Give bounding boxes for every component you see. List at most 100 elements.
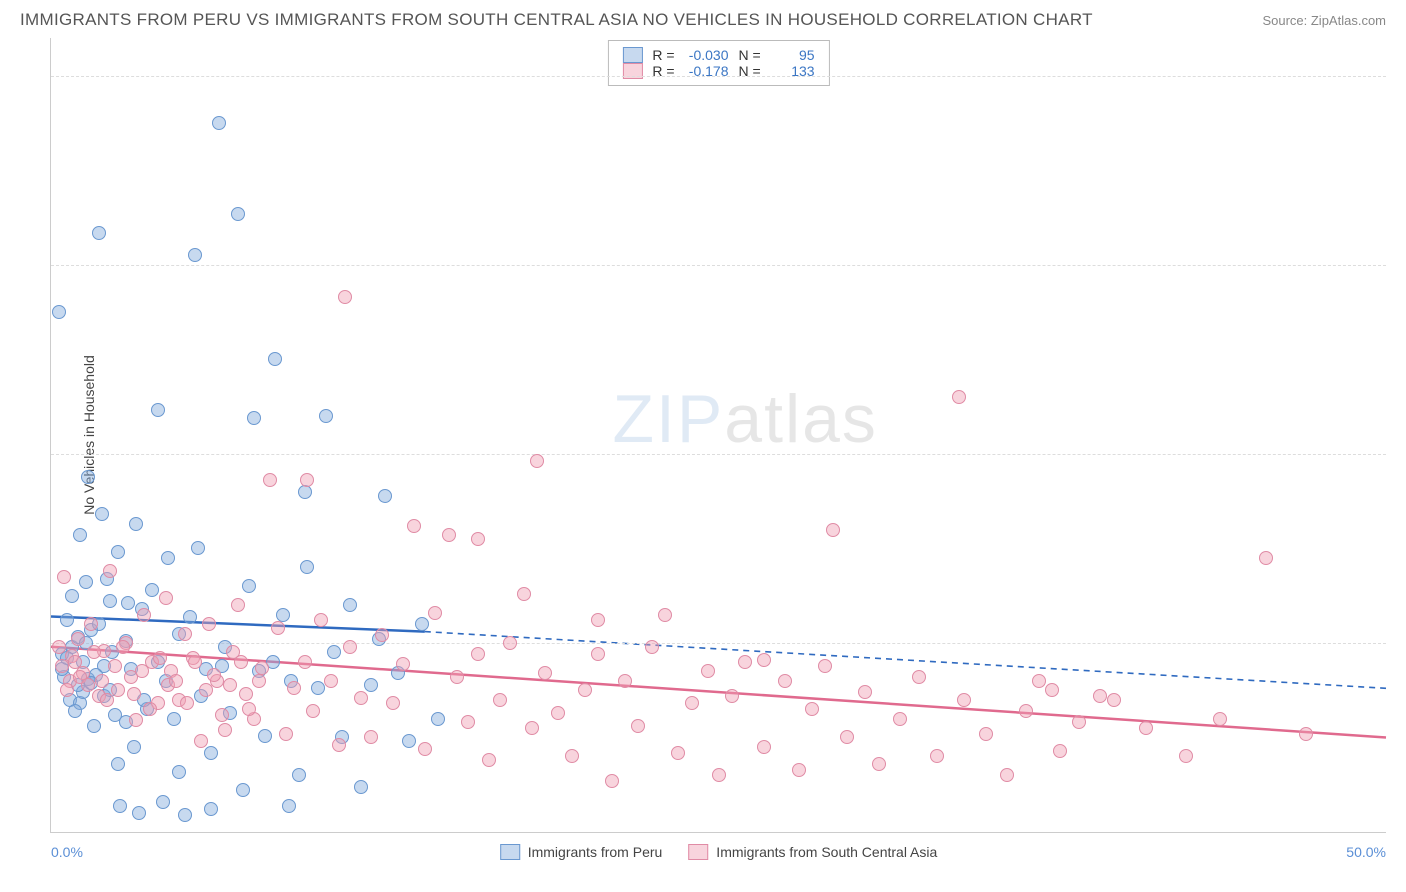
data-point: [530, 454, 544, 468]
data-point: [73, 528, 87, 542]
data-point: [1299, 727, 1313, 741]
data-point: [1000, 768, 1014, 782]
data-point: [145, 583, 159, 597]
data-point: [159, 591, 173, 605]
data-point: [428, 606, 442, 620]
data-point: [68, 655, 82, 669]
data-point: [84, 617, 98, 631]
data-point: [300, 560, 314, 574]
data-point: [252, 674, 266, 688]
data-point: [300, 473, 314, 487]
data-point: [757, 653, 771, 667]
data-point: [55, 659, 69, 673]
data-point: [242, 579, 256, 593]
x-tick-min: 0.0%: [51, 844, 83, 860]
data-point: [685, 696, 699, 710]
data-point: [135, 664, 149, 678]
data-point: [103, 564, 117, 578]
data-point: [183, 610, 197, 624]
data-point: [218, 723, 232, 737]
data-point: [207, 668, 221, 682]
data-point: [1072, 715, 1086, 729]
data-point: [258, 729, 272, 743]
data-point: [591, 613, 605, 627]
data-point: [442, 528, 456, 542]
data-point: [757, 740, 771, 754]
data-point: [113, 799, 127, 813]
data-point: [143, 702, 157, 716]
data-point: [525, 721, 539, 735]
data-point: [1093, 689, 1107, 703]
data-point: [565, 749, 579, 763]
data-point: [354, 691, 368, 705]
data-point: [591, 647, 605, 661]
data-point: [151, 403, 165, 417]
data-point: [578, 683, 592, 697]
data-point: [178, 808, 192, 822]
data-point: [324, 674, 338, 688]
data-point: [1213, 712, 1227, 726]
data-point: [156, 795, 170, 809]
legend-label-sca: Immigrants from South Central Asia: [716, 844, 937, 860]
data-point: [60, 683, 74, 697]
data-point: [263, 473, 277, 487]
data-point: [57, 570, 71, 584]
data-point: [188, 655, 202, 669]
chart-title: IMMIGRANTS FROM PERU VS IMMIGRANTS FROM …: [20, 10, 1093, 30]
legend-swatch-blue-icon: [500, 844, 520, 860]
data-point: [450, 670, 464, 684]
data-point: [116, 640, 130, 654]
data-point: [65, 589, 79, 603]
data-point: [167, 712, 181, 726]
data-point: [701, 664, 715, 678]
data-point: [234, 655, 248, 669]
data-point: [194, 734, 208, 748]
data-point: [100, 693, 114, 707]
data-point: [276, 608, 290, 622]
data-point: [872, 757, 886, 771]
data-point: [1053, 744, 1067, 758]
data-point: [172, 765, 186, 779]
data-point: [858, 685, 872, 699]
data-point: [792, 763, 806, 777]
data-point: [418, 742, 432, 756]
data-point: [402, 734, 416, 748]
data-point: [1032, 674, 1046, 688]
data-point: [111, 757, 125, 771]
data-point: [930, 749, 944, 763]
data-point: [354, 780, 368, 794]
data-point: [738, 655, 752, 669]
data-point: [153, 651, 167, 665]
data-point: [81, 470, 95, 484]
data-point: [242, 702, 256, 716]
legend-stats-box: R = -0.030 N = 95 R = -0.178 N = 133: [607, 40, 829, 86]
data-point: [161, 551, 175, 565]
data-point: [957, 693, 971, 707]
data-point: [298, 655, 312, 669]
data-point: [282, 799, 296, 813]
source-label: Source: ZipAtlas.com: [1262, 13, 1386, 28]
legend-label-peru: Immigrants from Peru: [528, 844, 663, 860]
x-tick-max: 50.0%: [1346, 844, 1386, 860]
data-point: [204, 746, 218, 760]
data-point: [1019, 704, 1033, 718]
data-point: [471, 532, 485, 546]
data-point: [292, 768, 306, 782]
data-point: [127, 740, 141, 754]
data-point: [338, 290, 352, 304]
data-point: [415, 617, 429, 631]
data-point: [461, 715, 475, 729]
data-point: [111, 545, 125, 559]
data-point: [132, 806, 146, 820]
data-point: [712, 768, 726, 782]
data-point: [204, 802, 218, 816]
legend-series: Immigrants from Peru Immigrants from Sou…: [500, 844, 938, 860]
data-point: [87, 719, 101, 733]
data-point: [236, 783, 250, 797]
data-point: [71, 632, 85, 646]
data-point: [375, 628, 389, 642]
data-point: [538, 666, 552, 680]
data-point: [1259, 551, 1273, 565]
data-point: [239, 687, 253, 701]
data-point: [199, 683, 213, 697]
